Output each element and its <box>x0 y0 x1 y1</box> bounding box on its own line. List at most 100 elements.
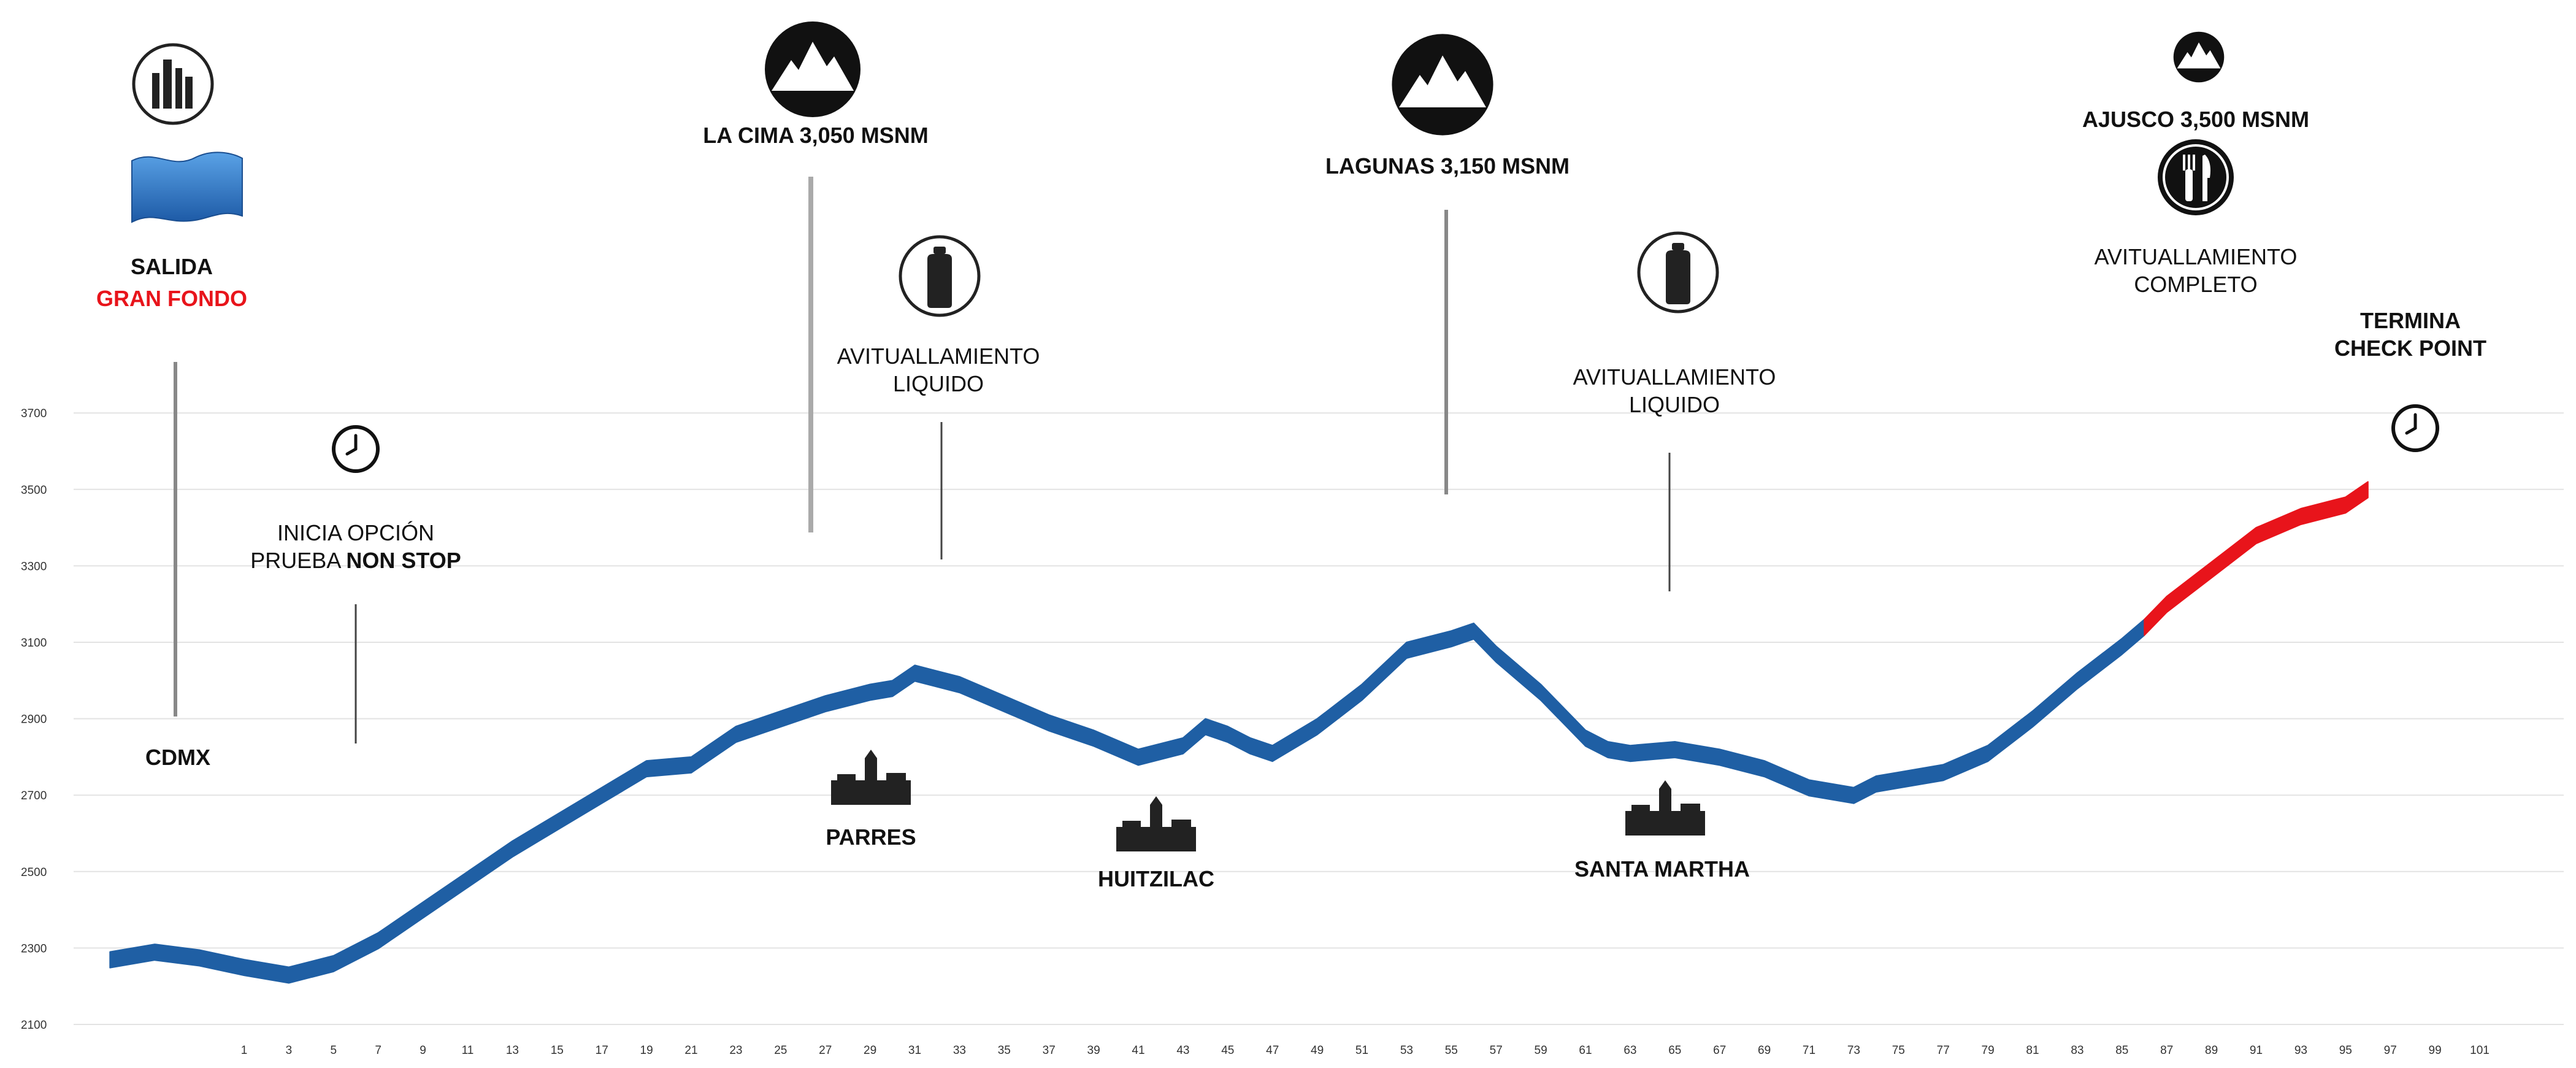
x-tick-label: 101 <box>2470 1044 2490 1057</box>
x-tick-label: 37 <box>1043 1044 1056 1057</box>
y-tick-label: 2500 <box>21 866 47 879</box>
x-tick-label: 51 <box>1355 1044 1368 1057</box>
avituallamiento-liquido-1-line1: AVITUALLAMIENTO <box>837 344 1040 369</box>
x-tick-label: 87 <box>2160 1044 2173 1057</box>
x-tick-label: 23 <box>729 1044 742 1057</box>
huitzilac-label: HUITZILAC <box>1098 866 1214 891</box>
salida-label: SALIDA <box>131 254 213 279</box>
cdmx-label: CDMX <box>145 745 210 770</box>
avituallamiento-liquido-2-line1: AVITUALLAMIENTO <box>1573 364 1776 390</box>
ajusco-label: AJUSCO 3,500 MSNM <box>2082 107 2310 132</box>
x-tick-label: 85 <box>2115 1044 2128 1057</box>
x-tick-label: 69 <box>1758 1044 1771 1057</box>
x-tick-label: 17 <box>596 1044 608 1057</box>
x-tick-label: 59 <box>1535 1044 1547 1057</box>
la-cima-label: LA CIMA 3,050 MSNM <box>703 123 929 148</box>
avituallamiento-liquido-2-label: AVITUALLAMIENTO LIQUIDO <box>1484 363 1865 418</box>
x-tick-label: 93 <box>2294 1044 2307 1057</box>
y-tick-label: 3300 <box>21 560 47 573</box>
x-tick-label: 25 <box>774 1044 787 1057</box>
x-tick-label: 31 <box>908 1044 921 1057</box>
avituallamiento-completo-line1: AVITUALLAMIENTO <box>2094 244 2298 269</box>
inicia-opcion-line2: PRUEBA NON STOP <box>172 547 540 574</box>
x-tick-label: 67 <box>1713 1044 1726 1057</box>
y-tick-label: 3700 <box>21 407 47 420</box>
x-tick-label: 21 <box>684 1044 697 1057</box>
mountain-icon <box>1392 34 1493 136</box>
santa-martha-label: SANTA MARTHA <box>1574 856 1750 882</box>
lagunas-label: LAGUNAS 3,150 MSNM <box>1325 153 1570 179</box>
avituallamiento-liquido-1-label: AVITUALLAMIENTO LIQUIDO <box>748 342 1129 398</box>
start-flag-icon <box>131 152 243 223</box>
x-tick-label: 3 <box>286 1044 293 1057</box>
x-tick-label: 45 <box>1221 1044 1234 1057</box>
x-tick-label: 99 <box>2429 1044 2442 1057</box>
mountain-icon <box>2173 31 2225 83</box>
town-church-icon <box>1116 796 1196 851</box>
town-church-icon <box>831 750 911 805</box>
x-tick-label: 57 <box>1490 1044 1503 1057</box>
x-tick-label: 33 <box>953 1044 966 1057</box>
x-tick-label: 11 <box>462 1044 474 1057</box>
x-tick-label: 77 <box>1937 1044 1950 1057</box>
x-tick-label: 43 <box>1176 1044 1189 1057</box>
x-tick-label: 73 <box>1847 1044 1860 1057</box>
x-tick-label: 71 <box>1803 1044 1815 1057</box>
elevation-series-2 <box>2144 481 2369 636</box>
x-tick-label: 55 <box>1445 1044 1458 1057</box>
x-tick-label: 97 <box>2384 1044 2397 1057</box>
y-tick-label: 3500 <box>21 484 47 497</box>
y-axis-ticks: 2100 2300 2500 2700 2900 3100 3300 3500 3700 <box>21 407 47 1032</box>
x-tick-label: 83 <box>2071 1044 2083 1057</box>
mountain-icon <box>765 21 861 117</box>
inicia-opcion-label: INICIA OPCIÓN PRUEBA NON STOP <box>172 519 540 574</box>
x-tick-label: 41 <box>1132 1044 1144 1057</box>
non-stop-text: NON STOP <box>346 548 461 573</box>
inicia-opcion-line1: INICIA OPCIÓN <box>277 520 435 545</box>
x-tick-label: 75 <box>1892 1044 1905 1057</box>
clock-icon <box>332 425 380 473</box>
town-church-icon <box>1625 780 1705 836</box>
x-tick-label: 47 <box>1266 1044 1279 1057</box>
x-tick-label: 1 <box>241 1044 248 1057</box>
x-tick-label: 19 <box>640 1044 653 1057</box>
x-tick-label: 79 <box>1982 1044 1995 1057</box>
x-tick-label: 63 <box>1623 1044 1636 1057</box>
y-tick-label: 2900 <box>21 713 47 726</box>
x-tick-label: 65 <box>1668 1044 1681 1057</box>
x-tick-label: 5 <box>331 1044 337 1057</box>
avituallamiento-completo-line2: COMPLETO <box>2134 272 2258 297</box>
leader-lines <box>174 177 1671 743</box>
termina-line1: TERMINA <box>2360 308 2461 333</box>
x-tick-label: 35 <box>998 1044 1011 1057</box>
x-tick-label: 15 <box>551 1044 564 1057</box>
x-tick-label: 81 <box>2026 1044 2039 1057</box>
water-bottle-icon <box>1637 231 1719 313</box>
x-tick-label: 7 <box>375 1044 381 1057</box>
elevation-series <box>109 481 2369 984</box>
x-tick-label: 9 <box>420 1044 426 1057</box>
x-tick-label: 29 <box>864 1044 876 1057</box>
x-tick-label: 13 <box>506 1044 519 1057</box>
fork-knife-icon <box>2158 139 2234 215</box>
x-tick-label: 53 <box>1400 1044 1413 1057</box>
water-bottle-icon <box>899 235 981 317</box>
gran-fondo-label: GRAN FONDO <box>96 286 247 311</box>
y-tick-label: 2100 <box>21 1019 47 1032</box>
inicia-opcion-prefix: PRUEBA <box>250 548 347 573</box>
avituallamiento-liquido-2-line2: LIQUIDO <box>1628 392 1720 417</box>
x-tick-label: 39 <box>1087 1044 1100 1057</box>
y-tick-label: 2300 <box>21 942 47 955</box>
avituallamiento-liquido-1-line2: LIQUIDO <box>892 371 984 396</box>
x-tick-label: 89 <box>2205 1044 2218 1057</box>
clock-icon <box>2391 404 2439 452</box>
x-tick-label: 27 <box>819 1044 832 1057</box>
x-tick-label: 95 <box>2339 1044 2352 1057</box>
avituallamiento-completo-label: AVITUALLAMIENTO COMPLETO <box>2006 243 2386 298</box>
parres-label: PARRES <box>826 824 916 850</box>
termina-label: TERMINA CHECK POINT <box>2282 307 2539 362</box>
y-tick-label: 3100 <box>21 637 47 650</box>
x-tick-label: 61 <box>1579 1044 1592 1057</box>
x-tick-label: 49 <box>1311 1044 1324 1057</box>
